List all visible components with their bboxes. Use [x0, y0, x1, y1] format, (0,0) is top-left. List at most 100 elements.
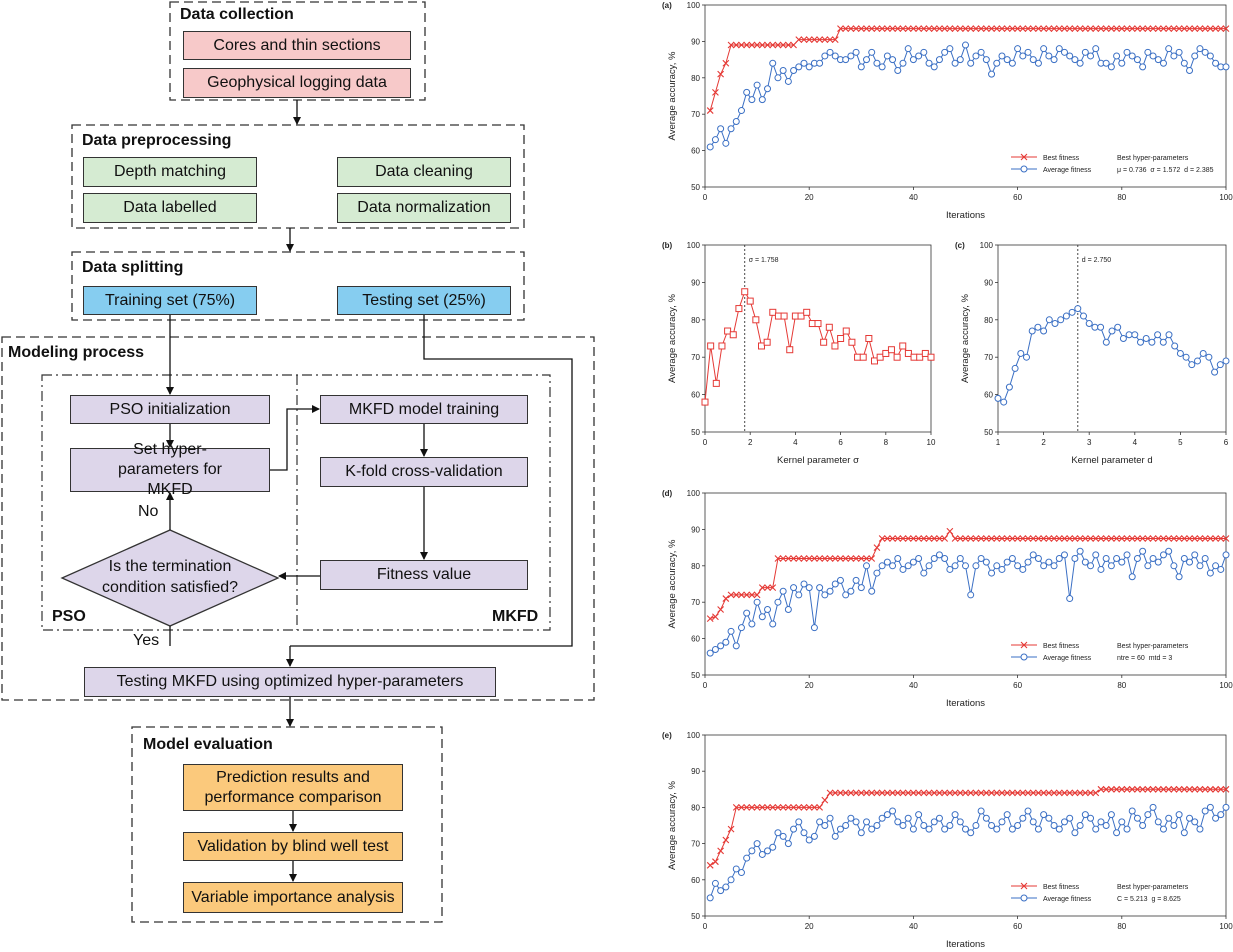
marker: [800, 555, 808, 562]
section-frame: [71, 124, 525, 229]
marker: [1009, 25, 1016, 33]
marker: [1108, 327, 1116, 335]
marker: [852, 789, 860, 797]
x-tick-label: 6: [1224, 438, 1229, 447]
marker: [920, 789, 928, 797]
marker: [941, 555, 949, 563]
marker: [1160, 535, 1167, 542]
marker: [1175, 48, 1183, 56]
marker: [1180, 555, 1188, 563]
marker: [930, 535, 938, 542]
marker: [810, 832, 818, 840]
marker: [1102, 59, 1110, 67]
marker: [1081, 48, 1089, 56]
marker: [935, 551, 943, 559]
marker: [795, 36, 803, 43]
marker: [1019, 814, 1027, 822]
marker: [1144, 535, 1152, 542]
process-box: Cores and thin sections: [183, 31, 411, 60]
marker: [1165, 535, 1173, 542]
marker: [1144, 785, 1152, 793]
chart-title: (a): [662, 1, 672, 10]
marker: [883, 811, 891, 819]
marker: [717, 70, 725, 78]
marker: [982, 558, 990, 566]
marker: [1050, 789, 1058, 797]
marker: [894, 789, 902, 797]
y-tick-label: 60: [691, 147, 700, 156]
x-tick-label: 100: [1219, 922, 1233, 931]
y-tick-label: 60: [984, 391, 993, 400]
marker: [988, 822, 996, 829]
marker: [1034, 323, 1042, 331]
marker: [1222, 803, 1230, 811]
marker: [988, 70, 996, 78]
marker: [857, 789, 865, 797]
marker: [946, 822, 954, 829]
marker: [1186, 535, 1193, 542]
marker: [1206, 535, 1214, 542]
marker: [982, 535, 990, 542]
process-box: Variable importance analysis: [183, 882, 403, 913]
marker: [805, 63, 813, 71]
marker: [920, 25, 928, 33]
marker: [1222, 25, 1230, 33]
connector: [290, 315, 573, 647]
marker: [1144, 562, 1152, 570]
marker: [1206, 52, 1214, 60]
marker: [1040, 25, 1048, 33]
marker: [925, 562, 933, 570]
marker: [786, 346, 794, 354]
marker: [930, 25, 938, 33]
marker: [994, 394, 1002, 402]
marker: [920, 48, 928, 56]
marker: [1019, 565, 1027, 573]
marker: [1050, 562, 1058, 570]
marker: [753, 840, 761, 848]
marker: [1076, 59, 1084, 67]
marker: [904, 45, 912, 53]
marker: [811, 804, 818, 811]
marker: [967, 535, 975, 542]
marker: [737, 107, 745, 115]
x-axis-label: Iterations: [946, 698, 985, 709]
y-tick-label: 80: [691, 562, 700, 571]
marker: [993, 535, 1001, 542]
legend-label: Best fitness: [1043, 643, 1080, 650]
marker: [1196, 535, 1204, 542]
marker: [878, 789, 886, 797]
y-tick-label: 80: [691, 803, 700, 812]
marker: [925, 789, 933, 797]
marker: [904, 25, 912, 33]
marker: [1009, 789, 1016, 797]
x-tick-label: 80: [1117, 193, 1126, 202]
marker: [1217, 535, 1225, 542]
marker: [805, 804, 813, 811]
marker: [758, 342, 765, 350]
y-tick-label: 100: [980, 241, 994, 250]
marker: [729, 331, 737, 339]
marker: [831, 52, 839, 60]
marker: [743, 854, 751, 862]
marker: [774, 555, 782, 562]
marker: [1217, 565, 1225, 573]
marker: [837, 555, 844, 562]
marker: [1191, 818, 1199, 826]
marker: [1118, 818, 1126, 826]
marker: [972, 25, 980, 33]
legend-label: Average fitness: [1043, 896, 1092, 903]
chart: 50 60 70 80 90 100 1 2 3 4 5 6 (c) Average accuracy, …: [955, 241, 1230, 466]
marker: [1165, 331, 1173, 339]
marker: [1196, 825, 1204, 833]
marker: [821, 555, 829, 562]
y-tick-label: 80: [984, 316, 993, 325]
marker: [1050, 25, 1058, 33]
marker: [1154, 785, 1162, 793]
marker: [946, 45, 954, 53]
marker: [1014, 25, 1021, 33]
marker: [1201, 535, 1209, 542]
marker: [1196, 785, 1204, 793]
marker: [837, 25, 844, 33]
marker: [1091, 323, 1099, 331]
marker: [1191, 551, 1199, 559]
